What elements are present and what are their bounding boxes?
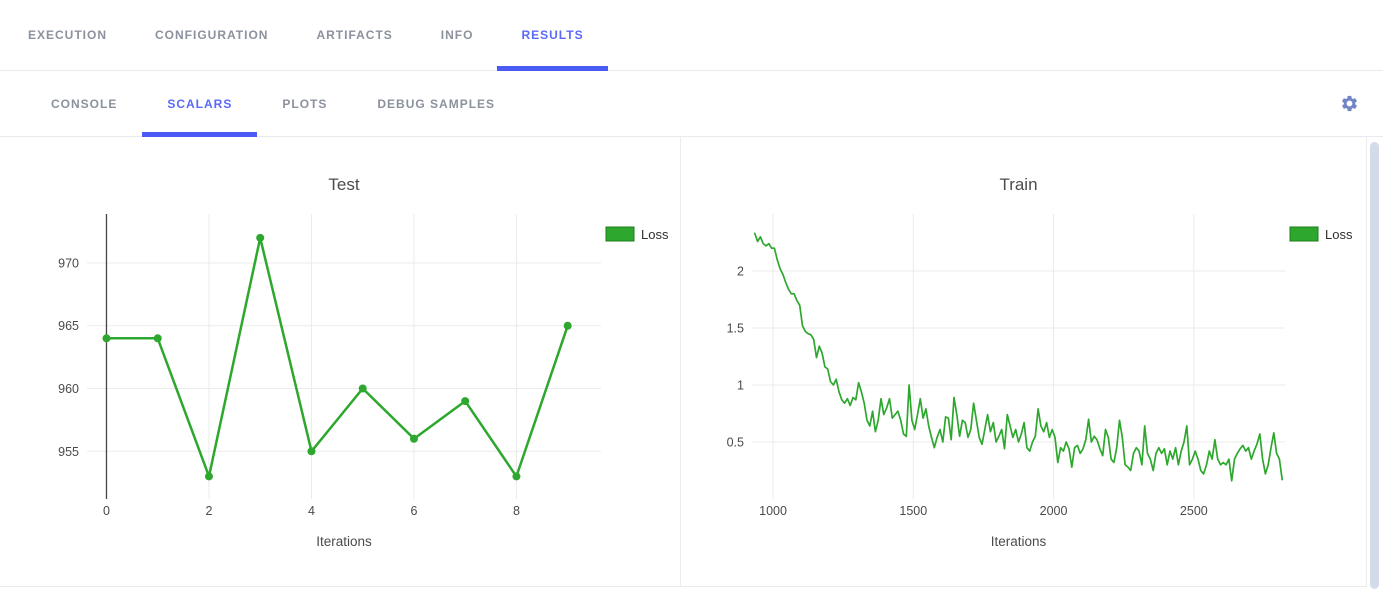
y-tick-label: 965 <box>58 319 79 333</box>
x-tick-label: 2 <box>205 504 212 518</box>
legend-label[interactable]: Loss <box>641 227 669 242</box>
x-tick-label: 6 <box>410 504 417 518</box>
tab-execution[interactable]: EXECUTION <box>28 28 108 42</box>
x-tick-label: 2500 <box>1180 504 1208 518</box>
y-tick-label: 960 <box>58 382 79 396</box>
y-tick-label: 955 <box>58 445 79 459</box>
train-chart-panel: 0.5 1 1.5 2 1000 1500 2000 2500 Train Iterations L… <box>681 137 1367 587</box>
experiment-tab-bar: EXECUTION CONFIGURATION ARTIFACTS INFO R… <box>0 0 1383 71</box>
scalars-content: 955 960 965 970 0 2 4 6 8 Test Iterations Loss 0.5 1… <box>0 137 1383 589</box>
y-tick-label: 1.5 <box>727 322 744 336</box>
data-point-marker[interactable] <box>409 434 418 443</box>
results-subtab-bar: CONSOLE SCALARS PLOTS DEBUG SAMPLES <box>0 71 1383 137</box>
x-tick-label: 1500 <box>899 504 927 518</box>
subtab-debug-samples[interactable]: DEBUG SAMPLES <box>377 96 496 111</box>
data-point-marker[interactable] <box>461 397 470 406</box>
legend-label[interactable]: Loss <box>1325 227 1353 242</box>
chart-title: Train <box>999 175 1037 194</box>
x-tick-label: 1000 <box>759 504 787 518</box>
data-point-marker[interactable] <box>512 472 521 481</box>
chart-title: Test <box>328 175 359 194</box>
x-tick-label: 4 <box>308 504 315 518</box>
loss-line[interactable] <box>753 232 1284 482</box>
train-chart[interactable]: 0.5 1 1.5 2 1000 1500 2000 2500 Train Iterations L… <box>681 137 1366 587</box>
legend-swatch[interactable] <box>605 226 635 242</box>
subtab-console[interactable]: CONSOLE <box>51 96 118 111</box>
y-tick-label: 1 <box>737 379 744 393</box>
tab-artifacts[interactable]: ARTIFACTS <box>316 28 393 42</box>
subtab-scalars[interactable]: SCALARS <box>142 71 258 137</box>
loss-line[interactable] <box>105 236 569 478</box>
data-point-marker[interactable] <box>102 334 111 343</box>
test-chart-panel: 955 960 965 970 0 2 4 6 8 Test Iterations Loss <box>0 137 681 587</box>
subtab-plots[interactable]: PLOTS <box>282 96 328 111</box>
data-point-marker[interactable] <box>256 233 265 242</box>
y-tick-label: 970 <box>58 256 79 270</box>
settings-button[interactable] <box>1337 92 1361 116</box>
y-tick-label: 2 <box>737 265 744 279</box>
scrollbar-thumb[interactable] <box>1370 142 1379 589</box>
tab-configuration[interactable]: CONFIGURATION <box>155 28 269 42</box>
vertical-scrollbar <box>1367 137 1383 589</box>
legend-swatch[interactable] <box>1289 226 1319 242</box>
test-chart[interactable]: 955 960 965 970 0 2 4 6 8 Test Iterations Loss <box>0 137 681 587</box>
x-tick-label: 0 <box>103 504 110 518</box>
gear-icon <box>1341 95 1357 112</box>
y-tick-label: 0.5 <box>727 436 744 450</box>
tab-results[interactable]: RESULTS <box>497 0 608 71</box>
x-tick-label: 2000 <box>1040 504 1068 518</box>
data-point-marker[interactable] <box>307 447 316 456</box>
data-point-marker[interactable] <box>358 384 367 393</box>
data-point-marker[interactable] <box>153 334 162 343</box>
tab-info[interactable]: INFO <box>440 28 474 42</box>
x-axis-label: Iterations <box>991 534 1047 549</box>
x-axis-label: Iterations <box>316 534 372 549</box>
data-point-marker[interactable] <box>563 321 572 330</box>
x-tick-label: 8 <box>513 504 520 518</box>
data-point-marker[interactable] <box>204 472 213 481</box>
